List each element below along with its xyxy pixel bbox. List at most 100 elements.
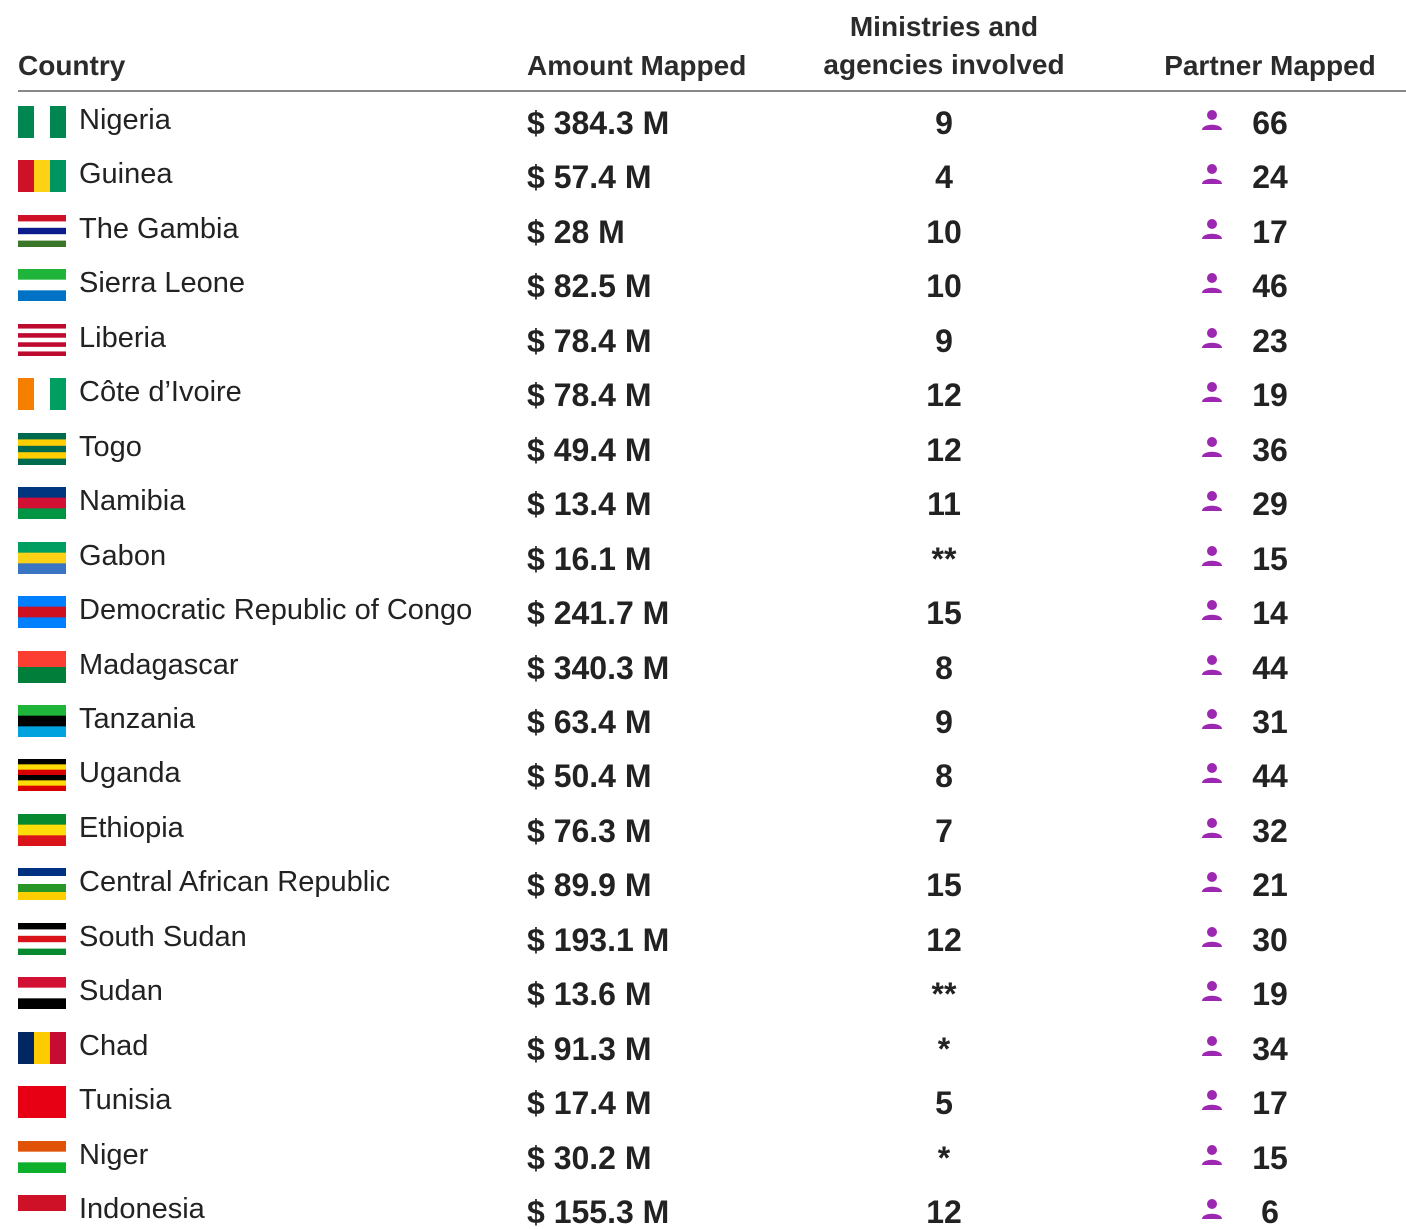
icon-body (1202, 342, 1222, 348)
flag (18, 977, 66, 1010)
flag-stripe (18, 892, 66, 901)
flag-stripe (18, 221, 66, 229)
icon-head (1207, 1090, 1217, 1101)
icon-head (1207, 708, 1217, 719)
icon-body (1202, 560, 1222, 566)
country-name: Guinea (79, 158, 173, 191)
flag-stripe (18, 704, 66, 717)
flag (18, 432, 66, 465)
amount-mapped: $ 16.1 M (527, 540, 652, 577)
partner-count: 66 (1252, 105, 1288, 141)
icon-head (1207, 1144, 1217, 1155)
icon-head (1207, 491, 1217, 502)
person-icon (1202, 1035, 1222, 1056)
flag (18, 813, 66, 846)
person-icon (1202, 654, 1222, 675)
flag-stripe (18, 346, 66, 352)
person-icon (1202, 1144, 1222, 1165)
partner-count: 21 (1252, 867, 1288, 904)
amount-mapped: $ 13.4 M (527, 486, 652, 523)
icon-body (1202, 179, 1222, 185)
icon-body (1202, 1104, 1222, 1111)
flag (18, 704, 66, 737)
flag-stripe (18, 445, 66, 453)
flag-stripe (18, 617, 66, 629)
icon-body (1202, 887, 1222, 893)
country-name: South Sudan (79, 920, 247, 953)
icon-head (1207, 110, 1217, 120)
flag-stripe (18, 487, 66, 499)
icon-head (1207, 327, 1217, 338)
flag-stripe (18, 106, 35, 138)
icon-head (1207, 436, 1217, 447)
flag-stripe (18, 775, 66, 782)
icon-head (1207, 1035, 1217, 1046)
icon-body (1202, 832, 1222, 838)
amount-mapped: $ 28 M (527, 213, 625, 250)
ministries-count: ** (931, 540, 957, 577)
flag-stripe (18, 884, 66, 893)
partner-count: 24 (1252, 159, 1288, 196)
flag-stripe (18, 351, 66, 356)
icon-body (1202, 397, 1222, 403)
partner-count: 29 (1252, 486, 1288, 523)
amount-mapped: $ 13.6 M (527, 976, 652, 1013)
flag (18, 541, 66, 574)
country-name: Nigeria (79, 104, 171, 136)
flag (18, 323, 66, 356)
header-partner: Partner Mapped (1164, 50, 1376, 81)
flag-stripe (18, 323, 66, 329)
ministries-count: 5 (935, 1085, 953, 1122)
country-name: Ethiopia (79, 811, 184, 844)
flag-stripe (18, 451, 66, 459)
ministries-count: 15 (926, 595, 962, 632)
ministries-count: 9 (935, 703, 953, 740)
ministries-count: 8 (935, 758, 953, 795)
partner-count: 23 (1252, 322, 1288, 359)
person-icon (1202, 1199, 1222, 1219)
icon-body (1202, 723, 1222, 729)
person-icon (1202, 600, 1222, 621)
partner-count: 31 (1252, 703, 1288, 740)
amount-mapped: $ 63.4 M (527, 703, 652, 740)
flag (18, 1031, 66, 1064)
flag-stripe (18, 987, 66, 1000)
icon-head (1207, 981, 1217, 992)
country-name: Tunisia (79, 1084, 172, 1117)
icon-body (1202, 233, 1222, 239)
flag-stripe (18, 764, 66, 771)
flag-stripe (18, 770, 66, 776)
icon-head (1207, 872, 1217, 883)
amount-mapped: $ 89.9 M (527, 867, 652, 904)
amount-mapped: $ 340.3 M (527, 649, 670, 686)
flag (18, 378, 66, 411)
amount-mapped: $ 82.5 M (527, 268, 652, 305)
flag-stripe (18, 715, 66, 727)
flag-stripe (18, 332, 66, 339)
ministries-count: 10 (926, 213, 962, 250)
country-name: Niger (79, 1138, 149, 1171)
flag-stripe (18, 328, 66, 334)
ministries-count: 7 (935, 812, 953, 849)
country-name: Uganda (79, 757, 181, 790)
icon-body (1202, 505, 1222, 512)
person-icon (1202, 708, 1222, 729)
header-country: Country (18, 50, 126, 81)
flag-stripe (18, 780, 66, 787)
person-icon (1202, 1090, 1222, 1111)
icon-body (1202, 995, 1222, 1002)
person-icon (1202, 545, 1222, 566)
country-name: Chad (79, 1029, 149, 1062)
flag-stripe (18, 998, 66, 1010)
country-name: Sierra Leone (79, 267, 246, 300)
icon-body (1202, 1159, 1222, 1165)
flag-stripe (18, 922, 66, 930)
flag-stripe (18, 1151, 66, 1163)
flag-stripe (18, 941, 66, 949)
ministries-count: 9 (935, 322, 953, 359)
amount-mapped: $ 76.3 M (527, 812, 652, 849)
partner-count: 44 (1252, 649, 1288, 686)
flag-stripe (18, 868, 66, 877)
flag-stripe (18, 269, 66, 281)
icon-head (1207, 273, 1217, 284)
